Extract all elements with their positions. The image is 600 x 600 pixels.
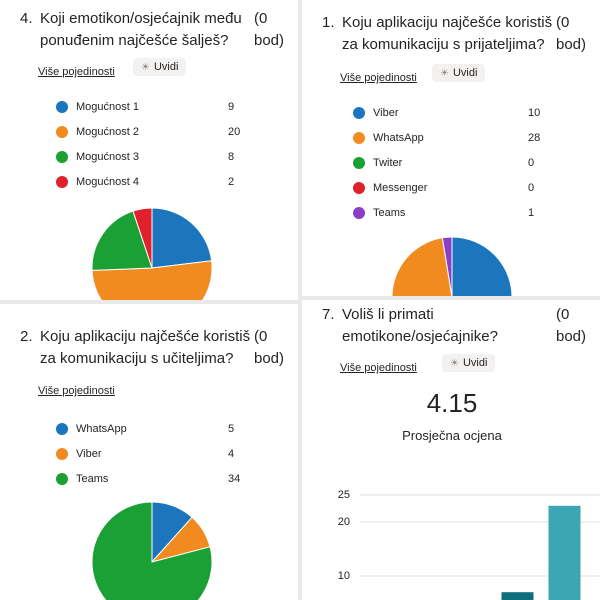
legend-dot — [56, 101, 68, 113]
pie-slice — [151, 207, 213, 269]
legend-label: Mogućnost 2 — [76, 126, 139, 138]
question-points: (0 bod) — [254, 328, 285, 367]
legend-value: 28 — [528, 132, 540, 144]
details-link[interactable]: Više pojedinosti — [340, 362, 417, 374]
legend-dot — [353, 207, 365, 219]
question-panel: 1. Koju aplikaciju najčešće koristiš za k… — [302, 0, 600, 296]
pie-slice — [91, 501, 213, 600]
legend-value: 4 — [228, 448, 234, 460]
legend-value: 1 — [528, 207, 534, 219]
pie-slice — [441, 236, 453, 296]
pie-slice — [91, 210, 153, 271]
question-panel: 4. Koji emotikon/osjećajnik među ponuđeni… — [0, 0, 298, 300]
pie-slice — [91, 260, 213, 300]
legend-dot — [353, 107, 365, 119]
legend-dot — [56, 448, 68, 460]
question-title: Koju aplikaciju najčešće koristiš za kom… — [40, 328, 251, 367]
question-number: 7. — [322, 306, 335, 323]
legend-label: Mogućnost 4 — [76, 176, 139, 188]
legend-dot — [353, 157, 365, 169]
legend-dot — [56, 126, 68, 138]
question-points: (0 bod) — [254, 10, 285, 49]
chart: 10 20 25 — [338, 489, 600, 600]
question-number: 2. — [20, 328, 33, 345]
details-link[interactable]: Više pojedinosti — [340, 72, 417, 84]
legend-dot — [56, 151, 68, 163]
bar — [501, 592, 534, 600]
legend-dot — [56, 473, 68, 485]
pie-slice — [391, 237, 453, 296]
legend-label: Viber — [76, 448, 102, 460]
chart: Mogućnost 1 9 Mogućnost 2 20 Mogućnost 3 8 Mog… — [56, 101, 240, 300]
legend-dot — [353, 132, 365, 144]
insights-button[interactable]: Uvidi — [133, 58, 187, 76]
pie-slice — [132, 207, 153, 269]
question-number: 1. — [322, 14, 335, 31]
bar — [548, 505, 581, 600]
legend-label: Teams — [373, 207, 406, 219]
legend-value: 8 — [228, 151, 234, 163]
details-link[interactable]: Više pojedinosti — [38, 66, 115, 78]
insights-button[interactable]: Uvidi — [442, 354, 496, 372]
legend-value: 20 — [228, 126, 240, 138]
y-tick-label: 20 — [338, 516, 350, 528]
legend-value: 10 — [528, 107, 540, 119]
insights-button[interactable]: Uvidi — [432, 64, 486, 82]
legend-value: 9 — [228, 101, 234, 113]
legend-value: 34 — [228, 473, 240, 485]
chart: Viber 10 WhatsApp 28 Twiter 0 Messenger 0 Teams 1 — [353, 107, 540, 296]
question-title: Voliš li primati emotikone/osjećajnike? — [342, 306, 498, 345]
legend-label: WhatsApp — [76, 423, 127, 435]
legend-label: Mogućnost 3 — [76, 151, 139, 163]
chart: WhatsApp 5 Viber 4 Teams 34 — [56, 423, 240, 600]
legend-value: 5 — [228, 423, 234, 435]
legend-dot — [353, 182, 365, 194]
average-value: 4.15 — [426, 388, 478, 418]
legend-label: Viber — [373, 107, 399, 119]
legend-label: Mogućnost 1 — [76, 101, 139, 113]
question-number: 4. — [20, 10, 33, 27]
y-tick-label: 10 — [338, 570, 350, 582]
legend-label: Messenger — [373, 182, 428, 194]
question-points: (0 bod) — [556, 306, 587, 345]
legend-dot — [56, 423, 68, 435]
average-label: Prosječna ocjena — [402, 428, 502, 443]
legend-value: 2 — [228, 176, 234, 188]
legend-label: Teams — [76, 473, 109, 485]
legend-label: Twiter — [373, 157, 403, 169]
legend-value: 0 — [528, 182, 534, 194]
legend-dot — [56, 176, 68, 188]
question-panel: 7. Voliš li primati emotikone/osjećajnike… — [302, 300, 600, 600]
question-title: Koju aplikaciju najčešće koristiš za kom… — [342, 14, 553, 53]
details-link[interactable]: Više pojedinosti — [38, 385, 115, 397]
y-tick-label: 25 — [338, 489, 350, 501]
question-panel: 2. Koju aplikaciju najčešće koristiš za k… — [0, 304, 298, 600]
legend-value: 0 — [528, 157, 534, 169]
question-points: (0 bod) — [556, 14, 587, 53]
legend-label: WhatsApp — [373, 132, 424, 144]
question-title: Koji emotikon/osjećajnik među ponuđenim … — [40, 10, 242, 49]
pie-slice — [451, 236, 513, 296]
